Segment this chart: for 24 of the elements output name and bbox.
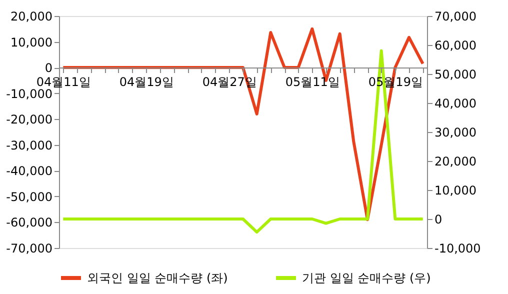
y2-tick-label: 50,000 bbox=[434, 68, 476, 82]
y2-tick-label: 10,000 bbox=[434, 184, 476, 198]
y2-tick-label: -10,000 bbox=[434, 242, 481, 256]
y2-tick-label: 60,000 bbox=[434, 38, 476, 52]
y2-tick-label: 0 bbox=[434, 212, 442, 226]
y-tick-label: 20,000 bbox=[10, 10, 52, 24]
y-tick-label: -50,000 bbox=[6, 190, 52, 204]
y2-tick-label: 70,000 bbox=[434, 10, 476, 24]
y-tick-label: -70,000 bbox=[6, 242, 52, 256]
y-tick-label: -60,000 bbox=[6, 216, 52, 230]
y-tick-label: -10,000 bbox=[6, 86, 52, 101]
x-tick-label: 04월19일 bbox=[119, 75, 174, 90]
legend-label: 외국인 일일 순매수량 (좌) bbox=[87, 271, 228, 285]
y-tick-label: 10,000 bbox=[10, 35, 52, 50]
y-tick-label: -20,000 bbox=[6, 112, 52, 127]
legend-label: 기관 일일 순매수량 (우) bbox=[302, 271, 431, 285]
y2-tick-label: 30,000 bbox=[434, 126, 476, 140]
y-tick-label: 0 bbox=[44, 61, 52, 76]
y-tick-label: -40,000 bbox=[6, 164, 52, 178]
x-tick-label: 05월11일 bbox=[285, 75, 340, 90]
y2-tick-label: 20,000 bbox=[434, 154, 476, 168]
y2-tick-label: 40,000 bbox=[434, 96, 476, 110]
x-tick-label: 04월11일 bbox=[36, 75, 91, 90]
y-tick-label: -30,000 bbox=[6, 138, 52, 152]
